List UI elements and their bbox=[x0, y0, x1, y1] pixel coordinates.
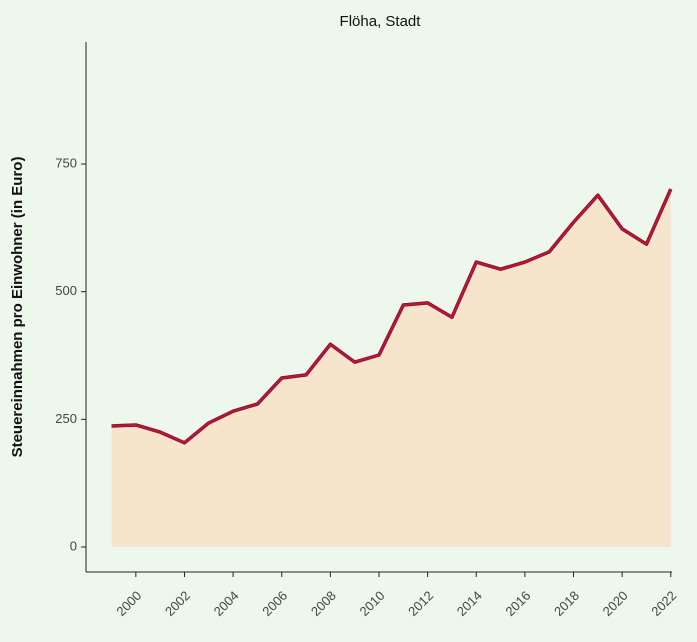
y-tick-label: 500 bbox=[55, 283, 77, 298]
line bbox=[111, 188, 672, 444]
y-tick-label: 0 bbox=[70, 538, 77, 553]
y-tick-label: 750 bbox=[55, 155, 77, 170]
area bbox=[111, 189, 671, 547]
y-axis-label: Steuereinnahmen pro Einwohner (in Euro) bbox=[9, 157, 26, 458]
y-tick-label: 250 bbox=[55, 411, 77, 426]
chart-title: Flöha, Stadt bbox=[340, 13, 422, 30]
